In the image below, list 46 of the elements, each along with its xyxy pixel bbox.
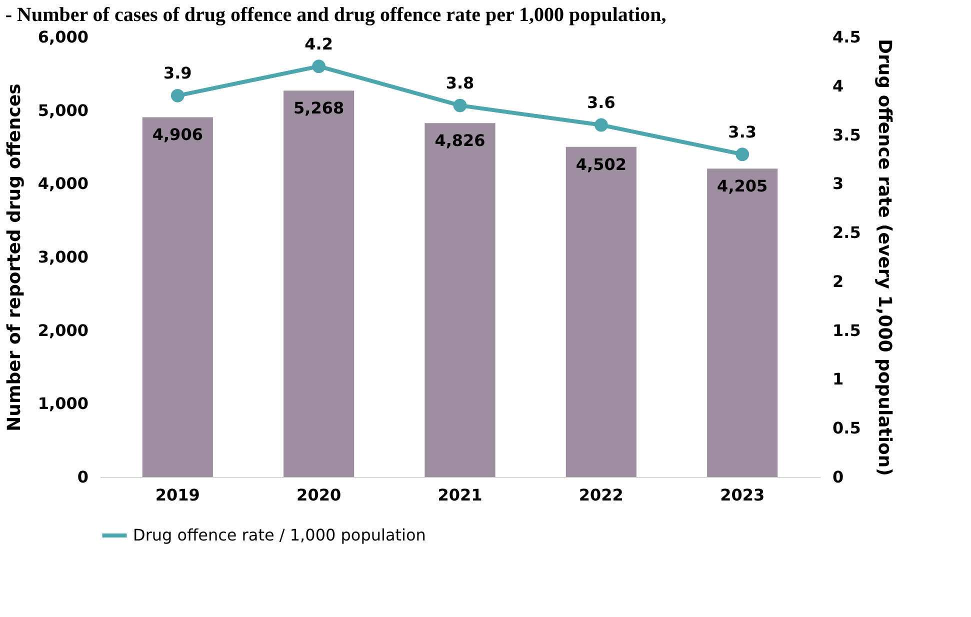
point bbox=[594, 118, 608, 132]
x-tick-label: 2019 bbox=[155, 486, 200, 504]
chart-title: - Number of cases of drug offence and drug offence rate per 1,000 population, bbox=[5, 4, 666, 26]
y2-tick-label: 2 bbox=[832, 272, 844, 291]
data-label: 5,268 bbox=[294, 98, 344, 118]
y2-tick-label: 1 bbox=[832, 370, 844, 389]
point bbox=[312, 60, 326, 74]
bar bbox=[707, 168, 778, 477]
data-label: 4.2 bbox=[304, 34, 333, 54]
y-tick-label: 2,000 bbox=[38, 320, 88, 340]
x-tick-label: 2022 bbox=[578, 486, 624, 504]
x-tick-label: 2021 bbox=[438, 486, 482, 504]
data-label: 3.6 bbox=[587, 93, 616, 112]
bar bbox=[566, 146, 636, 477]
data-label: 4,205 bbox=[717, 176, 768, 196]
y2-tick-label: 0 bbox=[832, 468, 844, 486]
data-label: 4,826 bbox=[434, 131, 486, 150]
legend-label: Drug offence rate / 1,000 population bbox=[133, 526, 426, 544]
y-tick-label: 6,000 bbox=[38, 28, 88, 46]
y-tick-label: 3,000 bbox=[38, 248, 88, 266]
y2-axis-title: Drug offence rate (every 1,000 population) bbox=[874, 39, 895, 476]
bar bbox=[424, 123, 496, 477]
data-label: 3.9 bbox=[163, 64, 192, 83]
y-tick-label: 4,000 bbox=[38, 174, 88, 194]
data-label: 3.8 bbox=[446, 73, 474, 92]
y2-tick-label: 1.5 bbox=[832, 320, 861, 340]
y2-tick-label: 3.5 bbox=[832, 125, 861, 144]
point bbox=[170, 88, 184, 102]
bar bbox=[142, 117, 213, 477]
data-label: 3.3 bbox=[728, 122, 757, 142]
y2-tick-label: 3 bbox=[832, 174, 844, 194]
point bbox=[736, 148, 750, 162]
y2-tick-label: 0.5 bbox=[832, 418, 861, 438]
y2-tick-label: 4 bbox=[832, 76, 844, 96]
point bbox=[453, 98, 467, 112]
data-label: 4,906 bbox=[152, 125, 203, 144]
y-tick-label: 0 bbox=[77, 468, 88, 486]
y-tick-label: 1,000 bbox=[38, 394, 88, 414]
y2-tick-label: 2.5 bbox=[832, 223, 861, 242]
x-tick-label: 2020 bbox=[296, 486, 342, 504]
x-tick-label: 2023 bbox=[720, 486, 765, 504]
bar bbox=[284, 90, 354, 477]
y-axis-title: Number of reported drug offences bbox=[4, 84, 25, 432]
y2-tick-label: 4.5 bbox=[832, 28, 861, 46]
data-label: 4,502 bbox=[576, 154, 626, 174]
y-tick-label: 5,000 bbox=[38, 100, 88, 120]
